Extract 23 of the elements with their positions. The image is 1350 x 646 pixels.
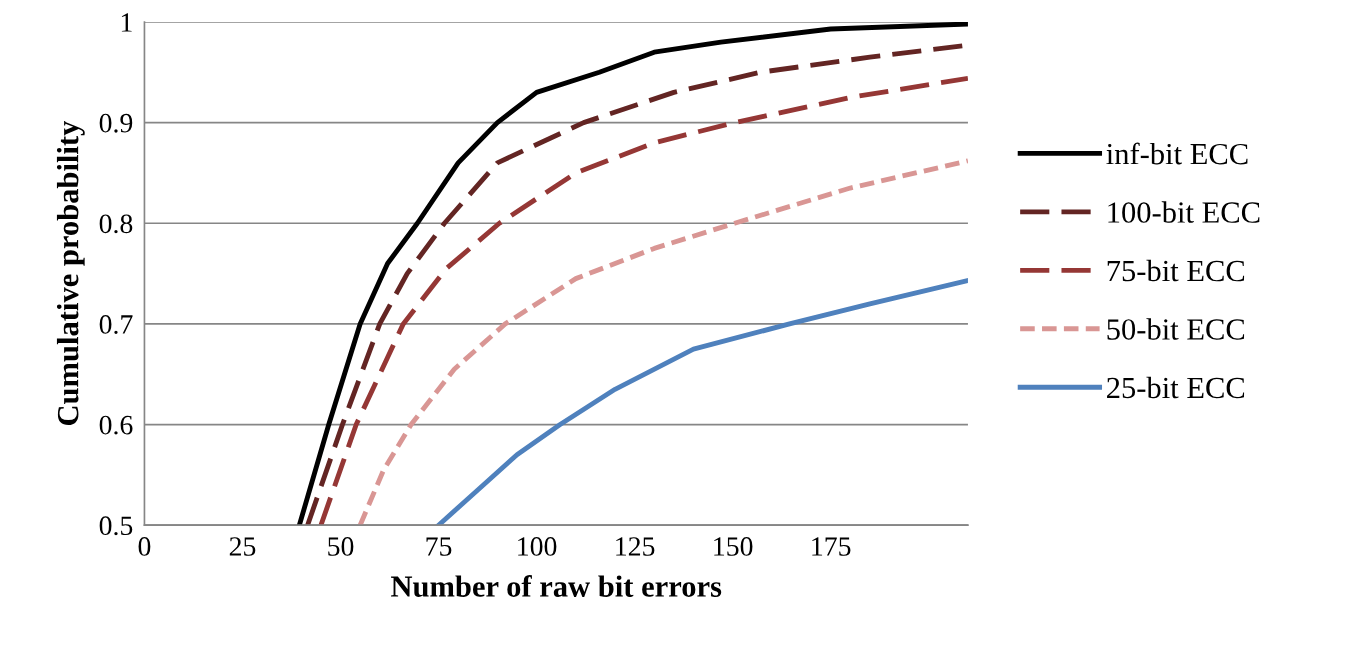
y-tick-label: 1 xyxy=(121,13,132,32)
x-tick-label: 150 xyxy=(714,537,753,556)
y-tick-label: 0.5 xyxy=(99,516,133,536)
x-tick-label: 25 xyxy=(229,537,256,556)
x-tick-label: 75 xyxy=(426,537,452,556)
y-tick-label: 0.6 xyxy=(99,415,133,435)
line-series xyxy=(357,158,968,526)
y-tick-label: 0.7 xyxy=(99,315,133,334)
legend-label: 100-bit ECC xyxy=(1108,201,1260,223)
y-tick-label: 0.9 xyxy=(99,113,133,133)
x-tick-label: 50 xyxy=(328,537,354,556)
x-tick-label: 0 xyxy=(138,537,151,556)
x-axis-title: Number of raw bit errors xyxy=(391,575,722,597)
line-series xyxy=(436,278,968,526)
y-axis-title: Cumulative probability xyxy=(56,120,85,426)
legend-label: 50-bit ECC xyxy=(1107,318,1245,340)
x-tick-label: 125 xyxy=(616,537,655,556)
x-tick-label: 100 xyxy=(518,537,557,556)
x-tick-label: 175 xyxy=(812,537,851,556)
y-tick-label: 0.8 xyxy=(99,214,133,234)
legend-label: 75-bit ECC xyxy=(1107,259,1245,282)
legend-label: 25-bit ECC xyxy=(1107,376,1245,399)
legend-label: inf-bit ECC xyxy=(1106,142,1248,165)
